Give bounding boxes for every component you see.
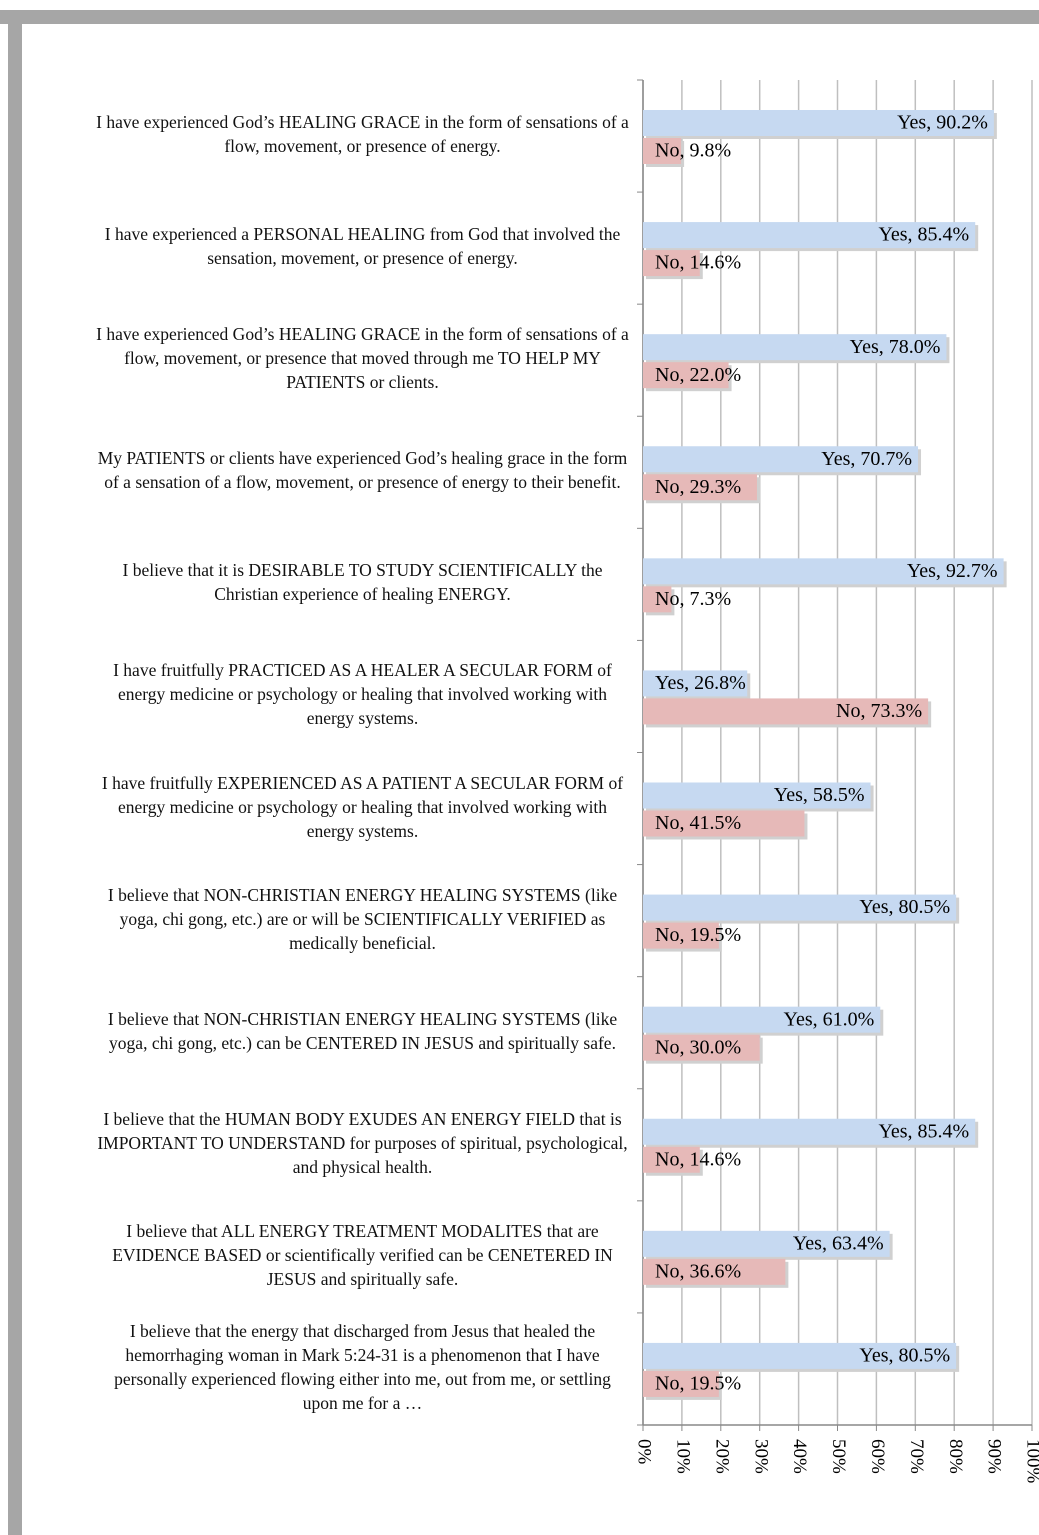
bar [643,1342,957,1369]
bar [643,446,919,473]
bar [643,894,957,921]
data-label: No, 19.5% [655,924,741,946]
data-label: Yes, 63.4% [793,1232,884,1254]
bar [643,334,947,361]
data-label: Yes, 80.5% [859,896,950,918]
category-label: I believe that the HUMAN BODY EXUDES AN … [97,1108,628,1177]
frame-left [8,10,22,1535]
x-tick-label: 20% [711,1439,732,1474]
data-label: Yes, 85.4% [878,224,969,246]
category-label: I believe that NON-CHRISTIAN ENERGY HEAL… [107,1008,618,1053]
category-label: I have fruitfully PRACTICED AS A HEALER … [113,660,612,729]
data-label: Yes, 92.7% [907,560,998,582]
category-label: My PATIENTS or clients have experienced … [97,448,628,493]
data-label: No, 29.3% [655,476,741,498]
data-label: No, 30.0% [655,1036,741,1058]
data-label: Yes, 61.0% [784,1008,875,1030]
bar [643,362,729,389]
bar [643,250,700,277]
bar [643,670,748,697]
frame-top [0,10,1039,24]
category-label: I have experienced God’s HEALING GRACE i… [96,324,629,393]
bar [643,1258,786,1285]
category-label: I have experienced God’s HEALING GRACE i… [96,112,629,157]
data-label: No, 19.5% [655,1373,741,1395]
data-label: No, 14.6% [655,1148,741,1170]
x-tick-label: 40% [789,1439,810,1474]
bar [643,922,719,949]
bar [643,1118,976,1145]
category-label: I believe that the energy that discharge… [114,1320,611,1413]
category-label: I believe that NON-CHRISTIAN ENERGY HEAL… [107,884,618,953]
bar [643,558,1004,585]
x-tick-label: 50% [828,1439,849,1474]
data-label: No, 41.5% [655,812,741,834]
bar [643,782,871,809]
bar [643,810,805,837]
data-label: Yes, 85.4% [878,1120,969,1142]
data-label: Yes, 26.8% [655,672,746,694]
x-tick-label: 80% [945,1439,966,1474]
bar [643,222,976,249]
data-label: No, 22.0% [655,364,741,386]
x-tick-label: 10% [673,1439,694,1474]
data-label: No, 73.3% [836,700,922,722]
bar [643,1230,890,1257]
x-tick-label: 100% [1023,1439,1039,1484]
bar [643,1370,719,1397]
data-label: Yes, 90.2% [897,112,988,134]
data-label: No, 9.8% [655,140,731,162]
x-tick-label: 90% [984,1439,1005,1474]
data-label: Yes, 80.5% [859,1345,950,1367]
bar [643,110,994,136]
data-label: No, 14.6% [655,252,741,274]
bar [643,1146,700,1173]
data-label: No, 36.6% [655,1260,741,1282]
category-label: I believe that ALL ENERGY TREATMENT MODA… [112,1220,613,1289]
data-label: Yes, 58.5% [774,784,865,806]
x-tick-label: 30% [750,1439,771,1474]
x-tick-label: 70% [906,1439,927,1474]
bar [643,1006,881,1033]
data-label: Yes, 78.0% [850,336,941,358]
bar [643,138,682,164]
x-tick-label: 0% [634,1439,655,1465]
category-label: I have experienced a PERSONAL HEALING fr… [104,224,621,269]
x-tick-label: 60% [867,1439,888,1474]
category-label: I have fruitfully EXPERIENCED AS A PATIE… [101,772,624,841]
data-label: Yes, 70.7% [821,448,912,470]
bar [643,698,929,725]
bar [643,586,672,613]
data-label: No, 7.3% [655,588,731,610]
bar [643,474,757,501]
bar [643,1034,760,1061]
category-label: I believe that it is DESIRABLE TO STUDY … [122,560,603,605]
